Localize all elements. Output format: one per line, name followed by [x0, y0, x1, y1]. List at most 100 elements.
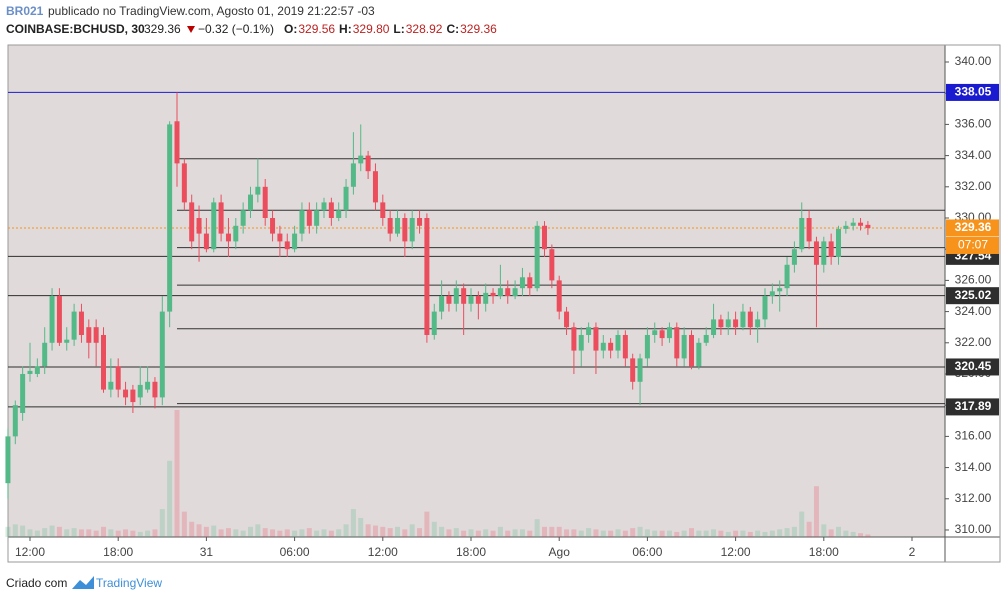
level-label: 338.05: [955, 85, 992, 99]
volume-bar: [64, 529, 70, 537]
volume-bar: [78, 529, 84, 537]
volume-bar: [42, 528, 48, 537]
candle-body: [189, 202, 195, 242]
candle-body: [865, 224, 871, 228]
volume-bar: [248, 526, 253, 537]
volume-bar: [431, 521, 437, 537]
volume-bar: [813, 486, 819, 537]
countdown-label: 07:07: [958, 238, 988, 252]
candle-body: [439, 295, 445, 312]
candle-body: [306, 210, 312, 226]
candle-body: [328, 202, 334, 218]
volume-bar: [225, 528, 231, 537]
volume-bar: [483, 529, 489, 537]
volume-bar: [159, 509, 165, 537]
candle-body: [806, 217, 812, 242]
candle-body: [689, 334, 694, 367]
volume-bar: [5, 526, 11, 537]
candle-body: [255, 186, 261, 195]
candle-body: [578, 334, 584, 351]
volume-bar: [321, 529, 327, 537]
volume-bar: [395, 526, 400, 537]
y-tick-label: 310.00: [955, 522, 992, 536]
candle-body: [284, 241, 290, 250]
volume-bar: [262, 528, 268, 537]
volume-bar: [152, 529, 158, 537]
candle-body: [387, 217, 393, 234]
volume-bar: [740, 530, 746, 537]
volume-bar: [762, 531, 768, 537]
candle-body: [799, 217, 805, 250]
candle-body: [755, 319, 761, 328]
volume-bar: [380, 526, 386, 537]
last-price: 329.36: [144, 22, 181, 36]
volume-bar: [137, 531, 143, 537]
candle-body: [762, 295, 768, 320]
level-label: 320.45: [955, 359, 992, 373]
volume-bar: [93, 530, 99, 537]
volume-bar: [703, 530, 709, 537]
x-tick-label: 12:00: [368, 545, 398, 559]
candle-body: [446, 295, 452, 304]
candle-body: [115, 366, 121, 390]
volume-bar: [711, 529, 717, 537]
candle-body: [549, 249, 555, 281]
candle-body: [218, 202, 224, 234]
volume-bar: [181, 511, 187, 537]
candle-body: [292, 233, 298, 250]
volume-bar: [622, 530, 628, 537]
candle-body: [453, 288, 459, 304]
candle-body: [681, 334, 687, 359]
x-tick-label: 06:00: [632, 545, 662, 559]
level-label-box: [946, 83, 999, 101]
candle-body: [365, 155, 371, 172]
volume-bar: [630, 528, 636, 537]
volume-bar: [292, 530, 298, 537]
volume-bar: [527, 530, 533, 537]
countdown-box: [946, 236, 999, 254]
volume-bar: [336, 529, 342, 537]
candle-body: [608, 342, 614, 351]
volume-bar: [769, 530, 775, 537]
y-tick-label: 334.00: [955, 148, 992, 162]
x-tick-label: 18:00: [103, 545, 133, 559]
candle-body: [659, 330, 665, 339]
candle-body: [358, 155, 364, 164]
down-arrow: [187, 26, 195, 33]
volume-bar: [284, 529, 290, 537]
volume-bar: [542, 526, 547, 537]
candle-body: [233, 225, 239, 242]
volume-bar: [689, 528, 694, 537]
volume-bar: [203, 526, 209, 537]
candle-body: [652, 330, 658, 335]
volume-bar: [167, 460, 173, 537]
y-tick-label: 316.00: [955, 429, 992, 443]
volume-bar: [115, 530, 121, 537]
volume-bar: [615, 529, 621, 537]
y-tick-label: 332.00: [955, 179, 992, 193]
tv-logo: [72, 576, 94, 589]
volume-bar: [123, 529, 129, 537]
volume-bar: [358, 517, 364, 537]
volume-bar: [674, 531, 680, 537]
volume-bar: [71, 528, 77, 537]
volume-bar: [733, 530, 739, 537]
volume-bar: [696, 530, 702, 537]
candle-body: [395, 217, 400, 234]
ohlc: O: 329.56 H: 329.80 L: 328.92 C: 329.36: [284, 22, 497, 36]
candle-body: [564, 311, 570, 328]
candle-body: [696, 342, 702, 367]
volume-bar: [475, 530, 481, 537]
ohlc-value: 329.56: [298, 22, 335, 36]
candle-body: [858, 222, 864, 226]
candle-body: [461, 288, 467, 304]
candle-body: [431, 311, 437, 335]
candle-body: [527, 277, 533, 289]
candle-body: [843, 225, 849, 229]
candle-body: [718, 319, 724, 328]
volume-bar: [439, 526, 445, 537]
candle-body: [314, 210, 320, 226]
volume-bar: [233, 529, 239, 537]
volume-bar: [571, 529, 577, 537]
